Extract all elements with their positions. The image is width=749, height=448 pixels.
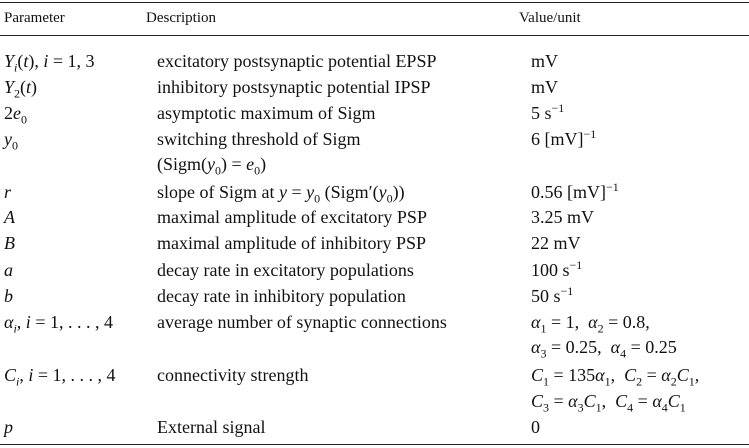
desc-cell: connectivity strength	[157, 365, 309, 385]
desc-cell: maximal amplitude of inhibitory PSP	[157, 233, 426, 253]
value-cell: α1 = 1, α2 = 0.8,	[531, 312, 650, 336]
value-cell: 50 s−1	[531, 284, 574, 306]
param-cell: a	[4, 260, 13, 280]
param-cell: p	[4, 417, 13, 437]
value-cell: mV	[531, 51, 558, 71]
value-cell: 100 s−1	[531, 258, 583, 280]
param-cell: αi, i = 1, . . . , 4	[4, 312, 113, 336]
param-cell: r	[4, 182, 12, 202]
header-description: Description	[146, 10, 216, 26]
value-cell-line2: C3 = α3C1, C4 = α4C1	[531, 391, 686, 415]
param-cell: B	[4, 233, 15, 253]
param-cell: 2e0	[4, 103, 27, 127]
header-parameter: Parameter	[4, 10, 65, 26]
param-cell: Yi(t), i = 1, 3	[4, 50, 95, 75]
bottom-rule	[0, 444, 749, 446]
value-cell: 3.25 mV	[531, 207, 594, 227]
desc-cell-line2: (Sigm(y0) = e0)	[157, 154, 267, 178]
value-cell: 6 [mV]−1	[531, 127, 597, 149]
value-cell-line2: α3 = 0.25, α4 = 0.25	[531, 337, 677, 361]
desc-cell: average number of synaptic connections	[157, 312, 447, 332]
desc-cell: excitatory postsynaptic potential EPSP	[157, 51, 437, 71]
desc-cell: External signal	[157, 417, 266, 437]
desc-cell: decay rate in inhibitory population	[157, 286, 406, 306]
desc-cell: asymptotic maximum of Sigm	[157, 103, 376, 123]
desc-cell: switching threshold of Sigm	[157, 129, 361, 149]
value-cell: mV	[531, 77, 558, 97]
desc-cell: decay rate in excitatory populations	[157, 260, 414, 280]
value-cell: 0	[531, 417, 540, 437]
desc-cell: inhibitory postsynaptic potential IPSP	[157, 77, 431, 97]
desc-cell: slope of Sigm at y = y0 (Sigm′(y0))	[157, 182, 405, 206]
param-cell: b	[4, 286, 13, 306]
param-text: Yi(t), i = 1, 3	[4, 51, 95, 75]
top-rule	[0, 2, 749, 4]
param-cell: Y2(t)	[4, 77, 38, 101]
param-cell: Ci, i = 1, . . . , 4	[4, 365, 116, 389]
value-cell: 22 mV	[531, 233, 581, 253]
header-value-unit: Value/unit	[519, 10, 581, 26]
value-cell: 0.56 [mV]−1	[531, 180, 619, 202]
value-cell: C1 = 135α1, C2 = α2C1,	[531, 365, 700, 389]
value-cell: 5 s−1	[531, 101, 565, 123]
desc-cell: maximal amplitude of excitatory PSP	[157, 207, 427, 227]
param-cell: y0	[4, 129, 18, 153]
param-cell: A	[4, 207, 15, 227]
header-rule	[0, 35, 749, 36]
